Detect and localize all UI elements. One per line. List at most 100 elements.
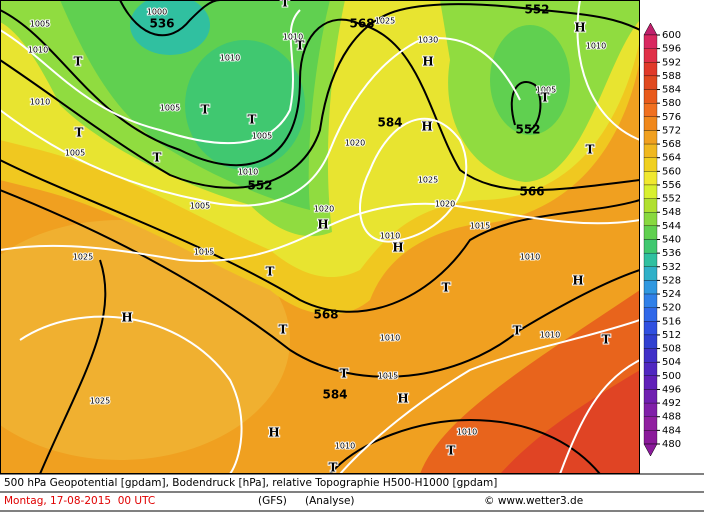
- isobar-label: 1030: [418, 36, 438, 45]
- footer-model: (GFS): [258, 495, 287, 507]
- colorbar-cap: [643, 22, 658, 36]
- pressure-center: T: [74, 55, 83, 69]
- colorbar-label: 512: [662, 330, 681, 341]
- colorbar-label: 576: [662, 112, 681, 123]
- isobar-label: 1005: [30, 20, 50, 29]
- colorbar-label: 584: [662, 85, 681, 96]
- isobar-label: 1000: [147, 8, 167, 17]
- pressure-center: T: [340, 367, 349, 381]
- footer-run: (Analyse): [305, 495, 355, 507]
- isobar-label: 1010: [30, 98, 50, 107]
- colorbar: 600 596 592 588 584 580 576 572 568 564 560 556 552 5…: [643, 22, 681, 457]
- isobar-label: 1025: [375, 17, 395, 26]
- isobar-label: 1010: [283, 33, 303, 42]
- isobar-label: 1020: [314, 205, 334, 214]
- colorbar-swatch: [643, 402, 658, 417]
- colorbar-label: 544: [662, 221, 681, 232]
- height-label: 552: [515, 123, 540, 137]
- colorbar-swatch: [643, 34, 658, 49]
- colorbar-label: 592: [662, 57, 681, 68]
- colorbar-swatch: [643, 225, 658, 240]
- height-label: 536: [149, 17, 174, 31]
- colorbar-swatch: [643, 334, 658, 349]
- colorbar-label: 480: [662, 439, 681, 450]
- colorbar-swatch: [643, 157, 658, 172]
- colorbar-swatch: [643, 116, 658, 131]
- colorbar-swatch: [643, 171, 658, 186]
- isobar-label: 1025: [73, 253, 93, 262]
- colorbar-swatch: [643, 280, 658, 295]
- colorbar-label: 536: [662, 248, 681, 259]
- colorbar-swatch: [643, 130, 658, 145]
- isobar-label: 1015: [378, 372, 398, 381]
- pressure-center: T: [586, 143, 595, 157]
- pressure-center: T: [279, 323, 288, 337]
- colorbar-label: 500: [662, 371, 681, 382]
- isobar-label: 1010: [457, 428, 477, 437]
- isobar-label: 1005: [160, 104, 180, 113]
- colorbar-swatch: [643, 416, 658, 431]
- colorbar-swatch: [643, 252, 658, 267]
- pressure-center: T: [442, 281, 451, 295]
- pressure-center: H: [572, 274, 583, 288]
- colorbar-label: 532: [662, 262, 681, 273]
- pressure-center: H: [121, 311, 132, 325]
- isobar-label: 1010: [380, 232, 400, 241]
- isobar-label: 1010: [540, 331, 560, 340]
- colorbar-label: 600: [662, 30, 681, 41]
- isobar-label: 1005: [190, 202, 210, 211]
- pressure-center: T: [447, 444, 456, 458]
- colorbar-swatch: [643, 184, 658, 199]
- isobar-label: 1010: [28, 46, 48, 55]
- isobar-label: 1005: [252, 132, 272, 141]
- map-fill: [185, 40, 305, 170]
- height-label: 552: [524, 3, 549, 17]
- height-contours: [0, 0, 640, 474]
- colorbar-label: 568: [662, 139, 681, 150]
- colorbar-label: 564: [662, 153, 681, 164]
- isobar-label: 1020: [435, 200, 455, 209]
- pressure-center: H: [574, 21, 585, 35]
- colorbar-swatch: [643, 103, 658, 117]
- colorbar-label: 556: [662, 180, 681, 191]
- pressure-center: T: [296, 39, 305, 53]
- isobar-label: 1010: [220, 54, 240, 63]
- map-fill: [500, 370, 640, 474]
- footer-credit: © www.wetter3.de: [484, 495, 583, 507]
- colorbar-label: 560: [662, 166, 681, 177]
- pressure-center: T: [541, 91, 550, 105]
- isobar-label: 1010: [238, 168, 258, 177]
- colorbar-swatch: [643, 430, 658, 445]
- colorbar-swatch: [643, 212, 658, 227]
- isobar-label: 1015: [470, 222, 490, 231]
- isobar-label: 1020: [345, 139, 365, 148]
- colorbar-swatch: [643, 375, 658, 390]
- colorbar-label: 540: [662, 235, 681, 246]
- colorbar-swatch: [643, 348, 658, 363]
- height-label: 566: [519, 185, 544, 199]
- colorbar-label: 596: [662, 44, 681, 55]
- colorbar-swatch: [643, 321, 658, 336]
- colorbar-label: 524: [662, 289, 681, 300]
- height-label: 552: [247, 179, 272, 193]
- pressure-center: H: [268, 426, 279, 440]
- isobar-label: 1015: [194, 248, 214, 257]
- pressure-center: T: [153, 151, 162, 165]
- colorbar-swatch: [643, 75, 658, 90]
- colorbar-label: 572: [662, 125, 681, 136]
- colorbar-swatch: [643, 362, 658, 376]
- colorbar-label: 520: [662, 303, 681, 314]
- pressure-center: T: [281, 0, 290, 10]
- pressure-center: H: [422, 55, 433, 69]
- colorbar-label: 552: [662, 194, 681, 205]
- pressure-center: H: [317, 218, 328, 232]
- colorbar-label: 492: [662, 398, 681, 409]
- colorbar-swatch: [643, 143, 658, 158]
- colorbar-label: 504: [662, 357, 681, 368]
- colorbar-label: 548: [662, 207, 681, 218]
- footer-description: 500 hPa Geopotential [gpdam], Bodendruck…: [4, 477, 497, 489]
- colorbar-swatch: [643, 48, 658, 63]
- colorbar-swatch: [643, 239, 658, 254]
- colorbar-swatch: [643, 389, 658, 404]
